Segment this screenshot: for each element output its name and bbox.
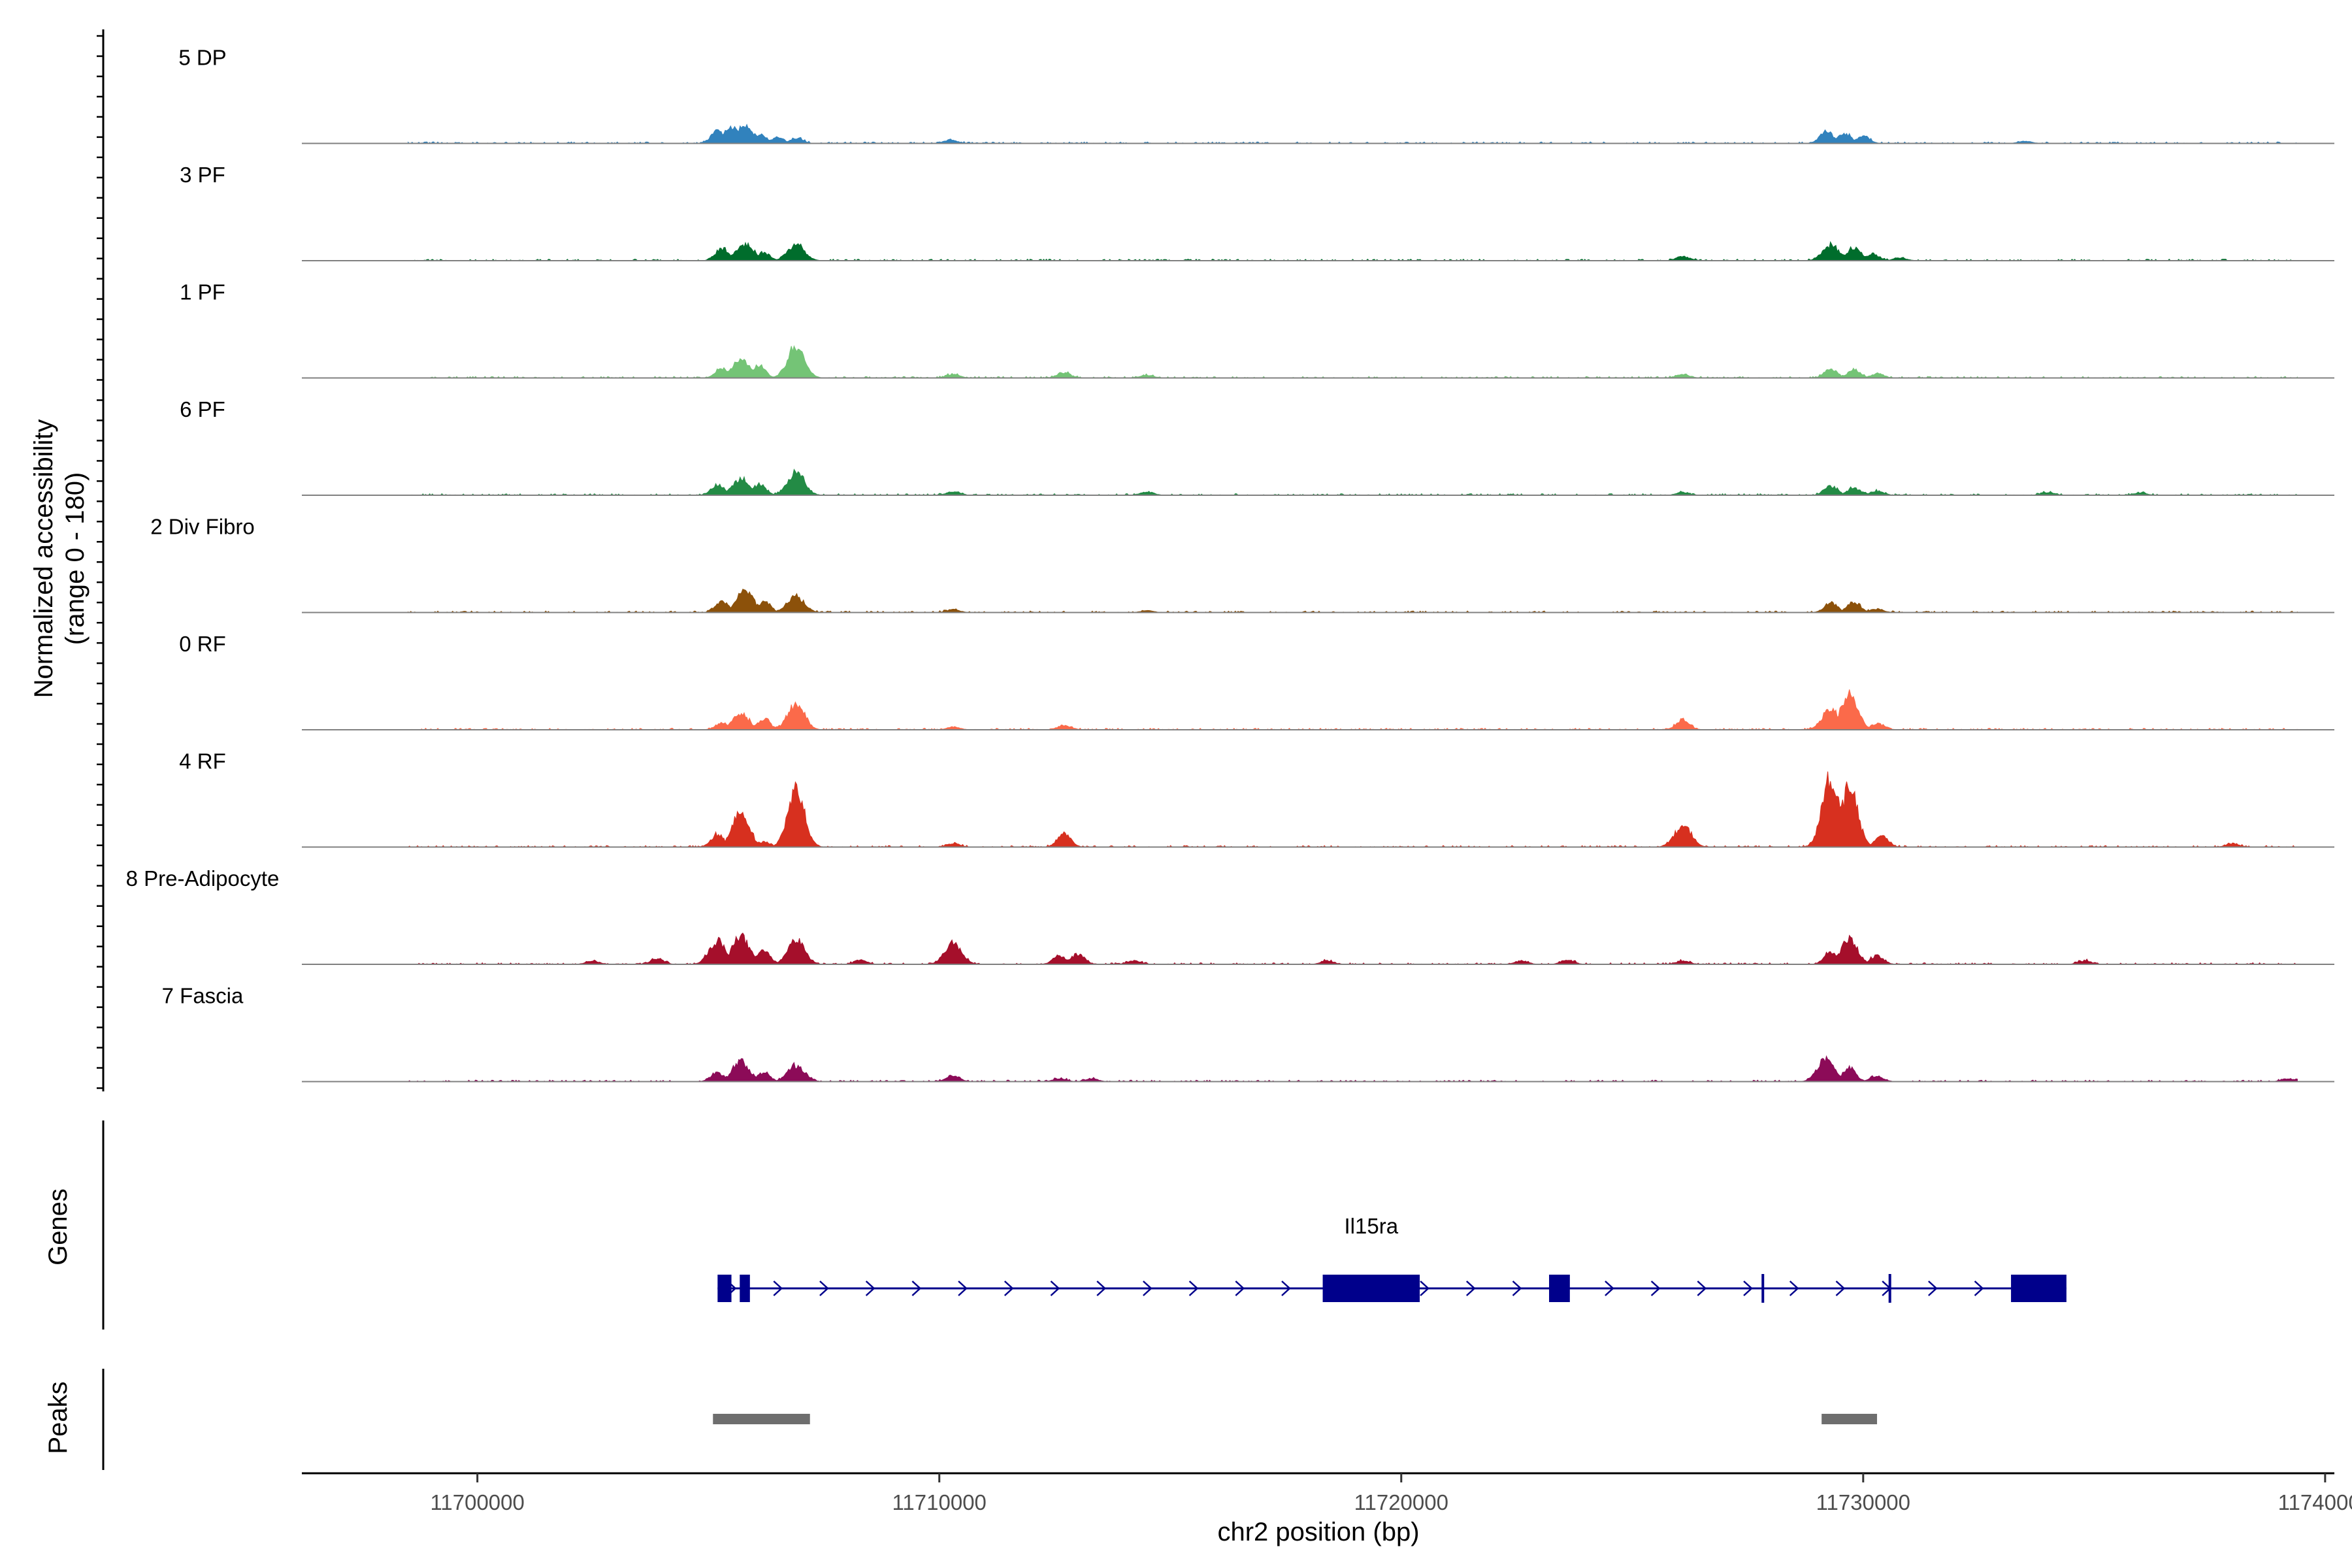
x-tick-label: 11720000: [1354, 1490, 1448, 1514]
coverage-area: [408, 123, 2298, 144]
gene-exon: [740, 1275, 750, 1302]
strand-arrow-icon: [1050, 1281, 1060, 1296]
strand-arrow-icon: [1188, 1281, 1199, 1296]
strand-arrow-icon: [911, 1281, 922, 1296]
coverage-track: 7 Fascia: [162, 984, 2334, 1083]
strand-arrow-icon: [1605, 1281, 1614, 1296]
strand-arrow-icon: [1789, 1281, 1799, 1296]
coverage-track: 2 Div Fibro: [150, 515, 2334, 613]
strand-arrow-icon: [1235, 1281, 1245, 1296]
coverage-area: [408, 689, 2298, 730]
track-label: 2 Div Fibro: [150, 515, 255, 539]
strand-arrow-icon: [1096, 1281, 1107, 1296]
strand-arrow-icon: [1512, 1281, 1522, 1296]
track-label: 6 PF: [180, 397, 225, 421]
gene-track-label: Genes: [44, 1188, 73, 1266]
strand-arrow-icon: [1281, 1281, 1291, 1296]
coverage-track: 8 Pre-Adipocyte: [126, 866, 2334, 965]
coverage-track: 4 RF: [179, 749, 2334, 848]
strand-arrow-icon: [1928, 1281, 1938, 1296]
y-axis-title-line1: Normalized accessibility: [29, 419, 58, 698]
track-label: 1 PF: [180, 280, 225, 304]
peak-region: [1821, 1414, 1878, 1424]
strand-arrow-icon: [1835, 1281, 1846, 1296]
track-label: 4 RF: [179, 749, 226, 774]
track-label: 8 Pre-Adipocyte: [126, 866, 280, 890]
track-label: 3 PF: [180, 163, 225, 187]
coverage-area: [408, 932, 2298, 965]
x-tick-label: 11740000: [2278, 1490, 2352, 1514]
strand-arrow-icon: [1650, 1281, 1661, 1296]
coverage-area: [408, 468, 2298, 496]
gene-exon: [1549, 1275, 1570, 1302]
coverage-area: [407, 1055, 2298, 1083]
coverage-track: 6 PF: [180, 397, 2334, 496]
strand-arrow-icon: [865, 1281, 875, 1296]
coverage-area: [408, 589, 2298, 613]
gene-exon: [1761, 1274, 1765, 1303]
y-axis-title-line2: (range 0 - 180): [61, 472, 90, 645]
peaks-track-label: Peaks: [44, 1381, 73, 1454]
track-label: 0 RF: [179, 632, 226, 656]
gene-exon: [1322, 1275, 1420, 1302]
gene-name: Il15ra: [1345, 1214, 1399, 1238]
strand-arrow-icon: [819, 1281, 829, 1296]
strand-arrow-icon: [1697, 1281, 1707, 1296]
gene-exon: [2011, 1275, 2066, 1302]
gene-track: Il15ra: [102, 1120, 2066, 1330]
peaks-track: [102, 1369, 1878, 1470]
coverage-area: [408, 240, 2298, 261]
strand-arrow-icon: [1743, 1281, 1753, 1296]
strand-arrow-icon: [1465, 1281, 1476, 1296]
coverage-area: [407, 771, 2298, 848]
x-tick-label: 11710000: [892, 1490, 987, 1514]
gene-exon: [717, 1275, 732, 1302]
coverage-area: [408, 345, 2298, 379]
strand-arrow-icon: [773, 1281, 783, 1296]
gene-exon: [1888, 1274, 1891, 1303]
x-tick-label: 11730000: [1816, 1490, 1910, 1514]
strand-arrow-icon: [1420, 1281, 1429, 1296]
coverage-track: 5 DP: [178, 46, 2334, 144]
strand-arrow-icon: [1143, 1281, 1152, 1296]
coverage-tracks: 5 DP 3 PF 1 PF 6 PF 2 Div Fibro 0 RF 4 RF 8 Pre…: [126, 46, 2334, 1083]
strand-arrow-icon: [1004, 1281, 1014, 1296]
track-label: 5 DP: [178, 46, 226, 70]
strand-arrow-icon: [958, 1281, 968, 1296]
track-label: 7 Fascia: [162, 984, 244, 1008]
peak-region: [713, 1414, 810, 1424]
strand-arrow-icon: [1974, 1281, 1984, 1296]
coverage-track: 3 PF: [180, 163, 2334, 261]
coverage-track: 1 PF: [180, 280, 2334, 379]
x-tick-label: 11700000: [430, 1490, 524, 1514]
x-axis: 11700000 11710000 11720000 11730000 11740000: [97, 29, 2352, 1514]
coverage-track: 0 RF: [179, 632, 2334, 730]
x-axis-title: chr2 position (bp): [1217, 1518, 1419, 1546]
